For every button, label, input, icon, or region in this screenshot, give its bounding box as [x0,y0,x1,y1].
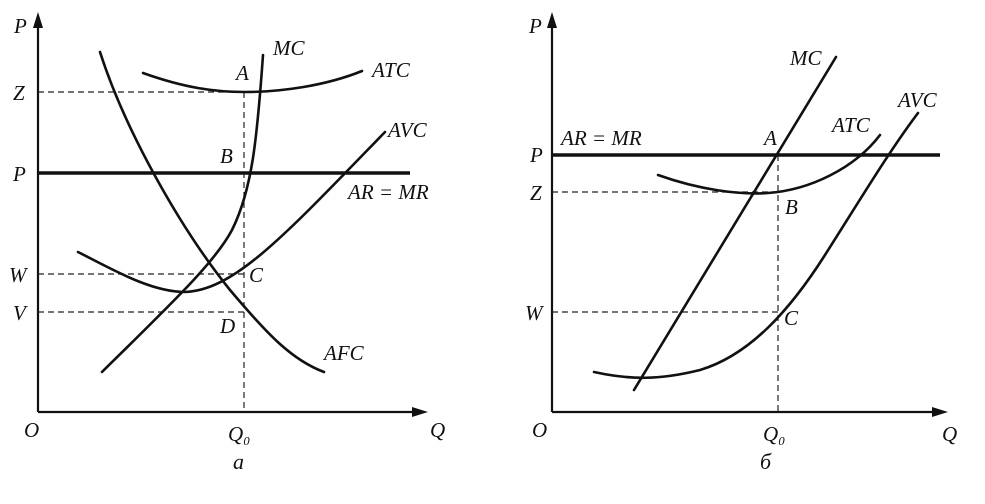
panel-b-point-a: A [762,126,777,150]
panel-b-y-axis-label: P [528,14,542,38]
panel-b: P Q O Q₀ P Z W AR = MR MC ATC AVC A B C … [525,12,957,474]
panel-b-avc-curve [592,111,920,380]
panel-a-point-d: D [219,314,235,338]
panel-a-afc-label: AFC [322,341,365,365]
panel-a-point-b: B [220,144,233,168]
panel-a-q0-tick: Q₀ [228,422,250,446]
panel-b-point-b: B [785,195,798,219]
panel-a-atc-curve [141,69,364,94]
panel-b-tick-w: W [525,301,545,325]
panel-b-point-c: C [784,306,799,330]
panel-a-y-axis-label: P [13,14,27,38]
panel-b-x-arrow [932,407,948,417]
panel-b-origin-label: O [532,418,547,442]
panel-a-avc-curve [76,130,387,294]
panel-a-y-arrow [33,12,43,28]
panel-a-origin-label: O [24,418,39,442]
panel-b-atc-label: ATC [830,113,871,137]
panel-a-caption: а [233,449,244,474]
panel-a: P Q O Q₀ Z P W V MC ATC AVC AR = MR AFC … [9,12,445,474]
panel-a-x-axis-label: Q [430,418,445,442]
panel-a-avc-label: AVC [386,118,428,142]
panel-a-tick-w: W [9,263,29,287]
panel-b-atc-curve [656,133,882,195]
panel-b-x-axis-label: Q [942,422,957,446]
panel-a-point-c: C [249,263,264,287]
panel-b-mc-curve [632,55,838,392]
panel-b-caption: б [760,449,772,474]
panel-a-tick-z: Z [13,81,25,105]
panel-b-avc-label: AVC [896,88,938,112]
panel-a-afc-curve [98,50,326,374]
panel-b-y-arrow [547,12,557,28]
panel-a-mc-label: MC [272,36,305,60]
panel-a-x-arrow [412,407,428,417]
panel-a-mc-curve [100,53,265,374]
panel-a-tick-v: V [13,301,28,325]
panel-b-ar-mr-label: AR = MR [559,126,642,150]
panel-a-ar-mr-label: AR = MR [346,180,429,204]
panel-b-mc-label: MC [789,46,822,70]
panel-a-atc-label: ATC [370,58,411,82]
panel-a-point-a: A [234,61,249,85]
panel-b-tick-p: P [529,143,543,167]
panel-b-tick-z: Z [530,181,542,205]
panel-a-tick-p: P [12,162,26,186]
panel-b-q0-tick: Q₀ [763,422,785,446]
